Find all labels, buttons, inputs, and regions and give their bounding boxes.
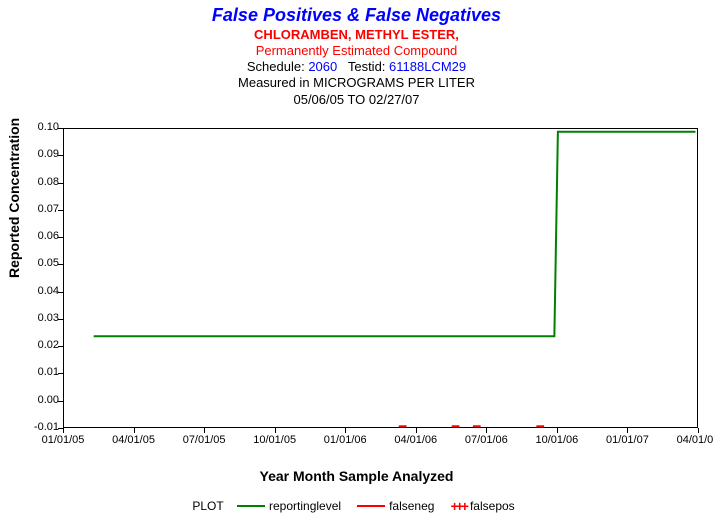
x-tick-mark — [204, 428, 205, 433]
legend-item-falsepos: falsepos — [470, 499, 515, 513]
y-tick-label: 0.07 — [27, 203, 59, 215]
plot-svg — [64, 129, 699, 429]
y-tick-label: 0.09 — [27, 148, 59, 160]
y-tick-label: 0.01 — [27, 366, 59, 378]
legend-swatch-reportinglevel — [237, 505, 265, 507]
testid-value: 61188LCM29 — [389, 59, 466, 74]
y-axis-label: Reported Concentration — [6, 118, 22, 278]
x-tick-mark — [557, 428, 558, 433]
x-tick-label: 01/01/06 — [324, 434, 367, 446]
x-tick-mark — [275, 428, 276, 433]
x-tick-label: 01/01/05 — [42, 434, 85, 446]
compound-name: CHLORAMBEN, METHYL ESTER, — [0, 27, 713, 43]
x-tick-label: 04/01/06 — [394, 434, 437, 446]
legend-title: PLOT — [192, 499, 223, 513]
y-tick-label: -0.01 — [27, 421, 59, 433]
x-tick-label: 04/01/07 — [677, 434, 713, 446]
y-tick-mark — [58, 183, 63, 184]
y-tick-label: 0.06 — [27, 230, 59, 242]
schedule-testid-line: Schedule: 2060 Testid: 61188LCM29 — [0, 59, 713, 75]
legend-item-reportinglevel: reportinglevel — [269, 499, 341, 513]
y-tick-label: 0.08 — [27, 176, 59, 188]
legend-swatch-falsepos: +++ — [450, 498, 466, 514]
y-tick-mark — [58, 292, 63, 293]
chart-title: False Positives & False Negatives — [0, 4, 713, 27]
schedule-label: Schedule: — [247, 59, 305, 74]
y-tick-mark — [58, 155, 63, 156]
y-tick-mark — [58, 346, 63, 347]
x-tick-label: 01/01/07 — [606, 434, 649, 446]
reportinglevel-line — [94, 132, 696, 337]
x-tick-mark — [486, 428, 487, 433]
x-tick-mark — [698, 428, 699, 433]
y-tick-mark — [58, 210, 63, 211]
x-tick-mark — [63, 428, 64, 433]
y-tick-label: 0.03 — [27, 312, 59, 324]
x-tick-mark — [345, 428, 346, 433]
x-axis-label: Year Month Sample Analyzed — [0, 468, 713, 484]
y-tick-mark — [58, 373, 63, 374]
y-tick-label: 0.04 — [27, 285, 59, 297]
y-tick-mark — [58, 264, 63, 265]
date-range: 05/06/05 TO 02/27/07 — [0, 92, 713, 108]
y-tick-mark — [58, 128, 63, 129]
x-tick-mark — [134, 428, 135, 433]
compound-note: Permanently Estimated Compound — [0, 43, 713, 59]
x-tick-mark — [416, 428, 417, 433]
y-tick-mark — [58, 237, 63, 238]
x-tick-label: 07/01/06 — [465, 434, 508, 446]
x-tick-label: 04/01/05 — [112, 434, 155, 446]
y-tick-label: 0.00 — [27, 394, 59, 406]
y-tick-label: 0.02 — [27, 339, 59, 351]
plot-area — [63, 128, 698, 428]
legend-swatch-falseneg — [357, 505, 385, 507]
x-tick-label: 10/01/05 — [253, 434, 296, 446]
y-tick-mark — [58, 401, 63, 402]
y-tick-label: 0.10 — [27, 121, 59, 133]
legend-item-falseneg: falseneg — [389, 499, 434, 513]
y-tick-mark — [58, 319, 63, 320]
schedule-value: 2060 — [308, 59, 337, 74]
chart-header: False Positives & False Negatives CHLORA… — [0, 0, 713, 108]
x-tick-mark — [627, 428, 628, 433]
x-tick-label: 07/01/05 — [183, 434, 226, 446]
legend: PLOT reportinglevel falseneg +++ falsepos — [0, 498, 713, 514]
testid-label: Testid: — [348, 59, 386, 74]
measured-units: Measured in MICROGRAMS PER LITER — [0, 75, 713, 91]
y-tick-label: 0.05 — [27, 257, 59, 269]
x-tick-label: 10/01/06 — [535, 434, 578, 446]
